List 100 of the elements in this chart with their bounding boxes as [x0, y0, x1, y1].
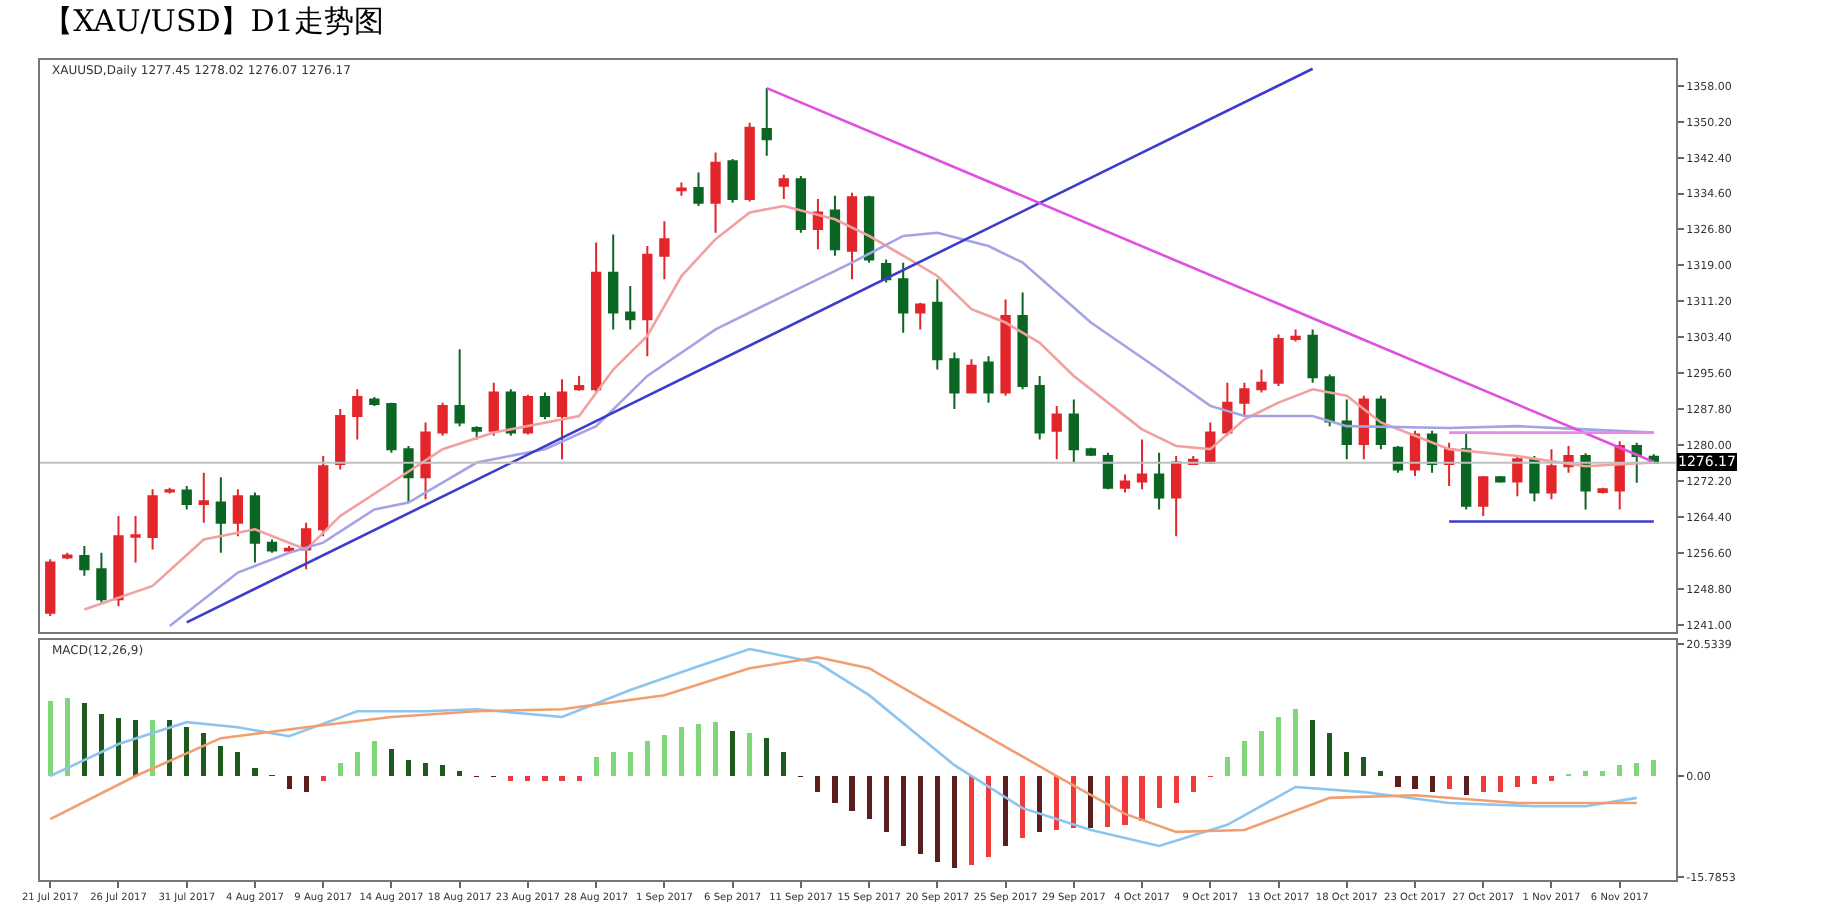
bar: [1003, 776, 1009, 846]
candlestick: [778, 173, 789, 201]
bar: [1651, 760, 1657, 777]
candlestick: [1460, 431, 1472, 511]
bar: [610, 752, 616, 777]
candlestick: [898, 261, 909, 334]
bar: [1327, 733, 1333, 777]
candlestick: [335, 408, 346, 471]
candlestick: [744, 121, 755, 203]
candlestick: [1580, 452, 1591, 511]
bar: [849, 776, 855, 811]
candlestick: [1068, 398, 1079, 464]
candlestick: [556, 378, 568, 461]
candlestick: [539, 391, 551, 421]
candlestick: [437, 401, 448, 437]
candlestick: [1017, 291, 1028, 391]
bar: [1429, 776, 1435, 793]
candlestick: [1529, 455, 1540, 503]
candlestick: [1256, 368, 1267, 394]
bar: [1361, 756, 1367, 777]
bar: [815, 776, 821, 793]
candlestick: [198, 471, 209, 524]
bar: [627, 752, 633, 777]
bar: [405, 760, 412, 777]
bar: [1156, 776, 1162, 809]
bar: [457, 770, 463, 777]
candlestick: [505, 388, 517, 437]
bar: [1275, 717, 1282, 777]
candlestick: [1102, 451, 1114, 491]
candlestick: [1085, 446, 1097, 458]
bar: [1241, 741, 1247, 777]
candlestick: [966, 358, 977, 394]
bar: [1020, 776, 1026, 839]
candlestick: [45, 558, 56, 617]
bar: [1583, 770, 1589, 777]
bar: [1548, 776, 1555, 782]
bar: [1293, 709, 1299, 777]
candlestick: [1478, 474, 1489, 517]
candlestick: [1512, 455, 1523, 498]
bar: [678, 727, 684, 777]
bar: [1634, 763, 1640, 777]
bar: [764, 738, 770, 777]
bar: [422, 763, 429, 777]
bar: [542, 776, 548, 782]
candlestick: [983, 355, 994, 404]
candlestick: [232, 488, 244, 538]
bar: [1037, 776, 1043, 832]
candlestick: [846, 191, 858, 281]
bar: [64, 698, 70, 777]
bar: [1480, 776, 1486, 793]
bar: [303, 776, 309, 793]
chart-title: 【XAU/USD】D1走势图: [43, 2, 384, 39]
candlestick: [1546, 448, 1557, 501]
bar: [934, 776, 940, 863]
bar: [201, 733, 207, 777]
bar: [1531, 776, 1537, 785]
candlestick: [1341, 398, 1352, 461]
candlestick: [625, 285, 636, 331]
candlestick: [795, 175, 807, 234]
candlestick: [181, 485, 192, 511]
candlestick: [471, 425, 482, 441]
candlestick: [147, 488, 158, 551]
bar: [968, 776, 974, 865]
bar: [115, 717, 122, 777]
bar: [337, 763, 343, 777]
bar: [1412, 776, 1418, 789]
bar: [985, 776, 992, 857]
bar: [1514, 776, 1520, 787]
bar: [1344, 752, 1350, 777]
bar: [832, 776, 838, 803]
candlestick: [454, 348, 465, 428]
bar: [1395, 776, 1401, 787]
bar: [440, 765, 446, 777]
candlestick: [1034, 374, 1045, 441]
bar: [47, 700, 53, 777]
candlestick: [369, 396, 380, 407]
bar: [1122, 776, 1128, 825]
candlestick: [693, 171, 704, 207]
bar: [559, 776, 565, 782]
candlestick: [249, 491, 261, 564]
bar: [1173, 776, 1179, 803]
bar: [730, 731, 736, 777]
candlestick: [130, 514, 141, 564]
bar: [252, 767, 258, 777]
bar: [218, 745, 224, 777]
candlestick: [1136, 438, 1148, 491]
bar: [525, 776, 531, 782]
bar: [1258, 731, 1265, 777]
bar: [508, 776, 514, 782]
candlestick: [676, 181, 687, 197]
bar: [286, 776, 292, 789]
candlestick: [1000, 298, 1011, 397]
bar: [1105, 776, 1111, 827]
bar: [81, 702, 87, 777]
bar: [781, 752, 787, 777]
candlestick: [113, 514, 124, 608]
bar: [388, 749, 394, 777]
bar: [235, 752, 241, 777]
bar: [644, 741, 650, 777]
candlestick: [829, 194, 841, 257]
